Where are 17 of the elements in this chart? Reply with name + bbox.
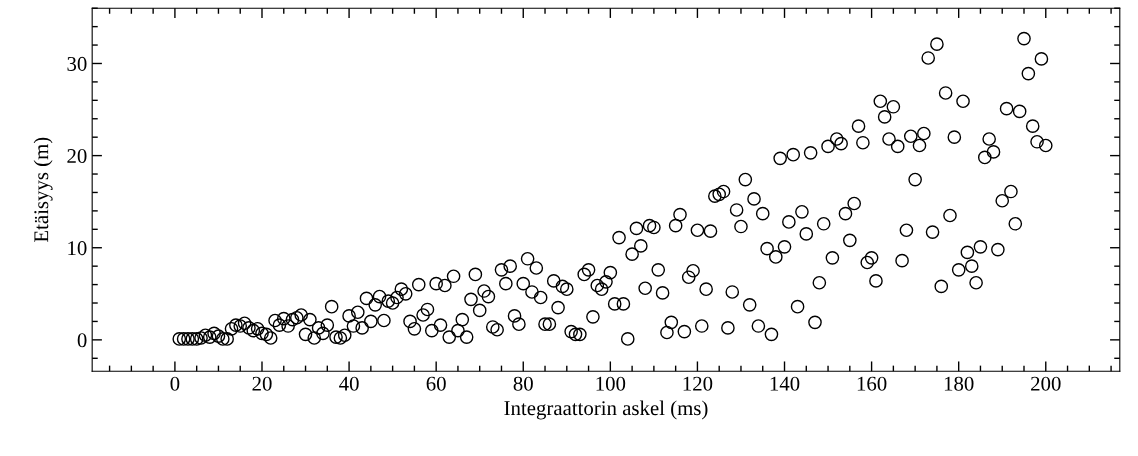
x-tick-label: 40 <box>339 376 359 391</box>
x-tick-label: 200 <box>1031 376 1061 391</box>
y-tick-label: 20 <box>67 148 87 164</box>
x-tick-label: 60 <box>426 376 446 391</box>
y-tick-label: 0 <box>77 333 87 348</box>
x-tick-label: 100 <box>596 376 626 391</box>
y-tick-label: 10 <box>68 241 87 256</box>
x-axis-title: Integraattorin askel (ms) <box>504 400 708 420</box>
x-tick-label: 0 <box>170 376 180 391</box>
x-tick-label: 80 <box>513 376 533 391</box>
y-tick-label: 30 <box>67 56 87 71</box>
x-tick-label: 180 <box>944 376 974 391</box>
y-axis-title: Etäisyys (m) <box>33 137 53 243</box>
x-tick-label: 140 <box>770 376 800 391</box>
x-tick-label: 120 <box>683 376 713 391</box>
x-tick-label: 20 <box>252 376 272 391</box>
x-tick-label: 160 <box>857 376 887 391</box>
